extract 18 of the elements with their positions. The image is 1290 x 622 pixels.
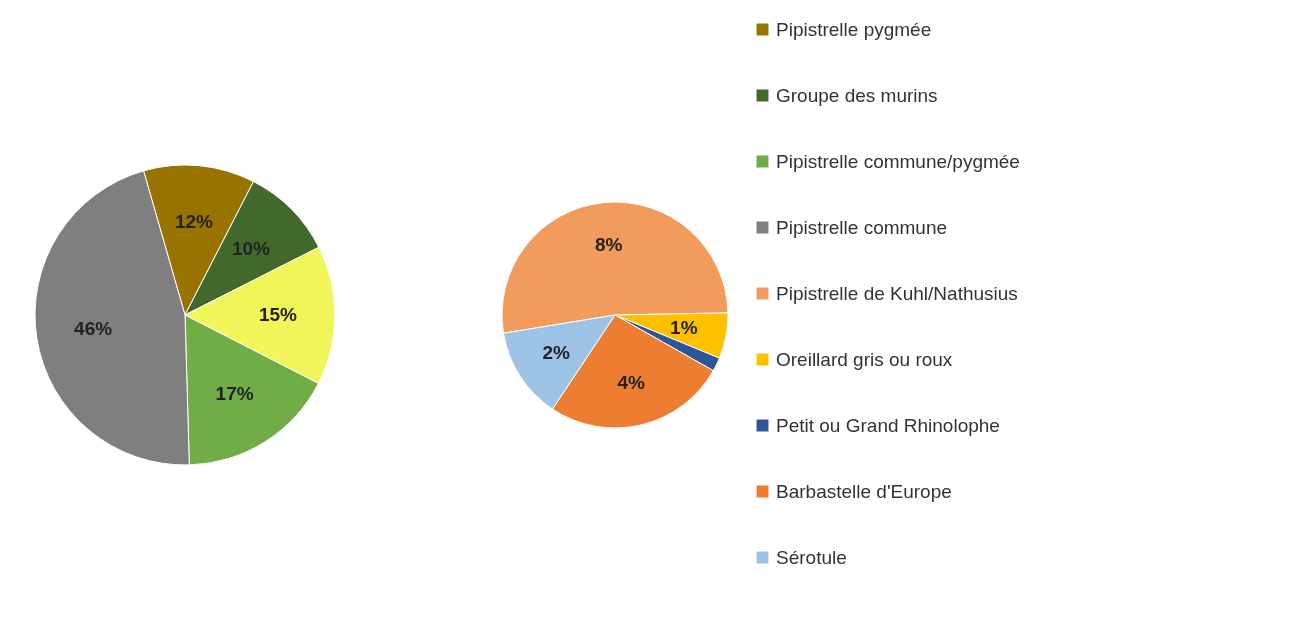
data-label: 10% [231, 238, 271, 260]
legend-label: Pipistrelle pygmée [776, 18, 932, 40]
legend-label: Petit ou Grand Rhinolophe [776, 414, 1000, 436]
legend-label: Sérotule [776, 546, 847, 568]
data-label: 8% [594, 234, 623, 256]
legend-label: Groupe des murins [776, 84, 938, 106]
legend-label: Pipistrelle de Kuhl/Nathusius [776, 282, 1018, 304]
data-label: 15% [258, 304, 298, 326]
legend-label: Pipistrelle commune [776, 216, 948, 238]
data-label: 46% [74, 318, 113, 340]
data-label: 17% [215, 382, 254, 404]
legend-label: Barbastelle d'Europe [776, 480, 952, 502]
data-label: 2% [542, 341, 570, 363]
data-label: 4% [617, 372, 646, 394]
legend-label: Pipistrelle commune/pygmée [776, 150, 1020, 172]
data-label: 12% [174, 211, 214, 233]
data-label: 1% [670, 317, 698, 338]
legend-label: Oreillard gris ou roux [776, 348, 953, 370]
